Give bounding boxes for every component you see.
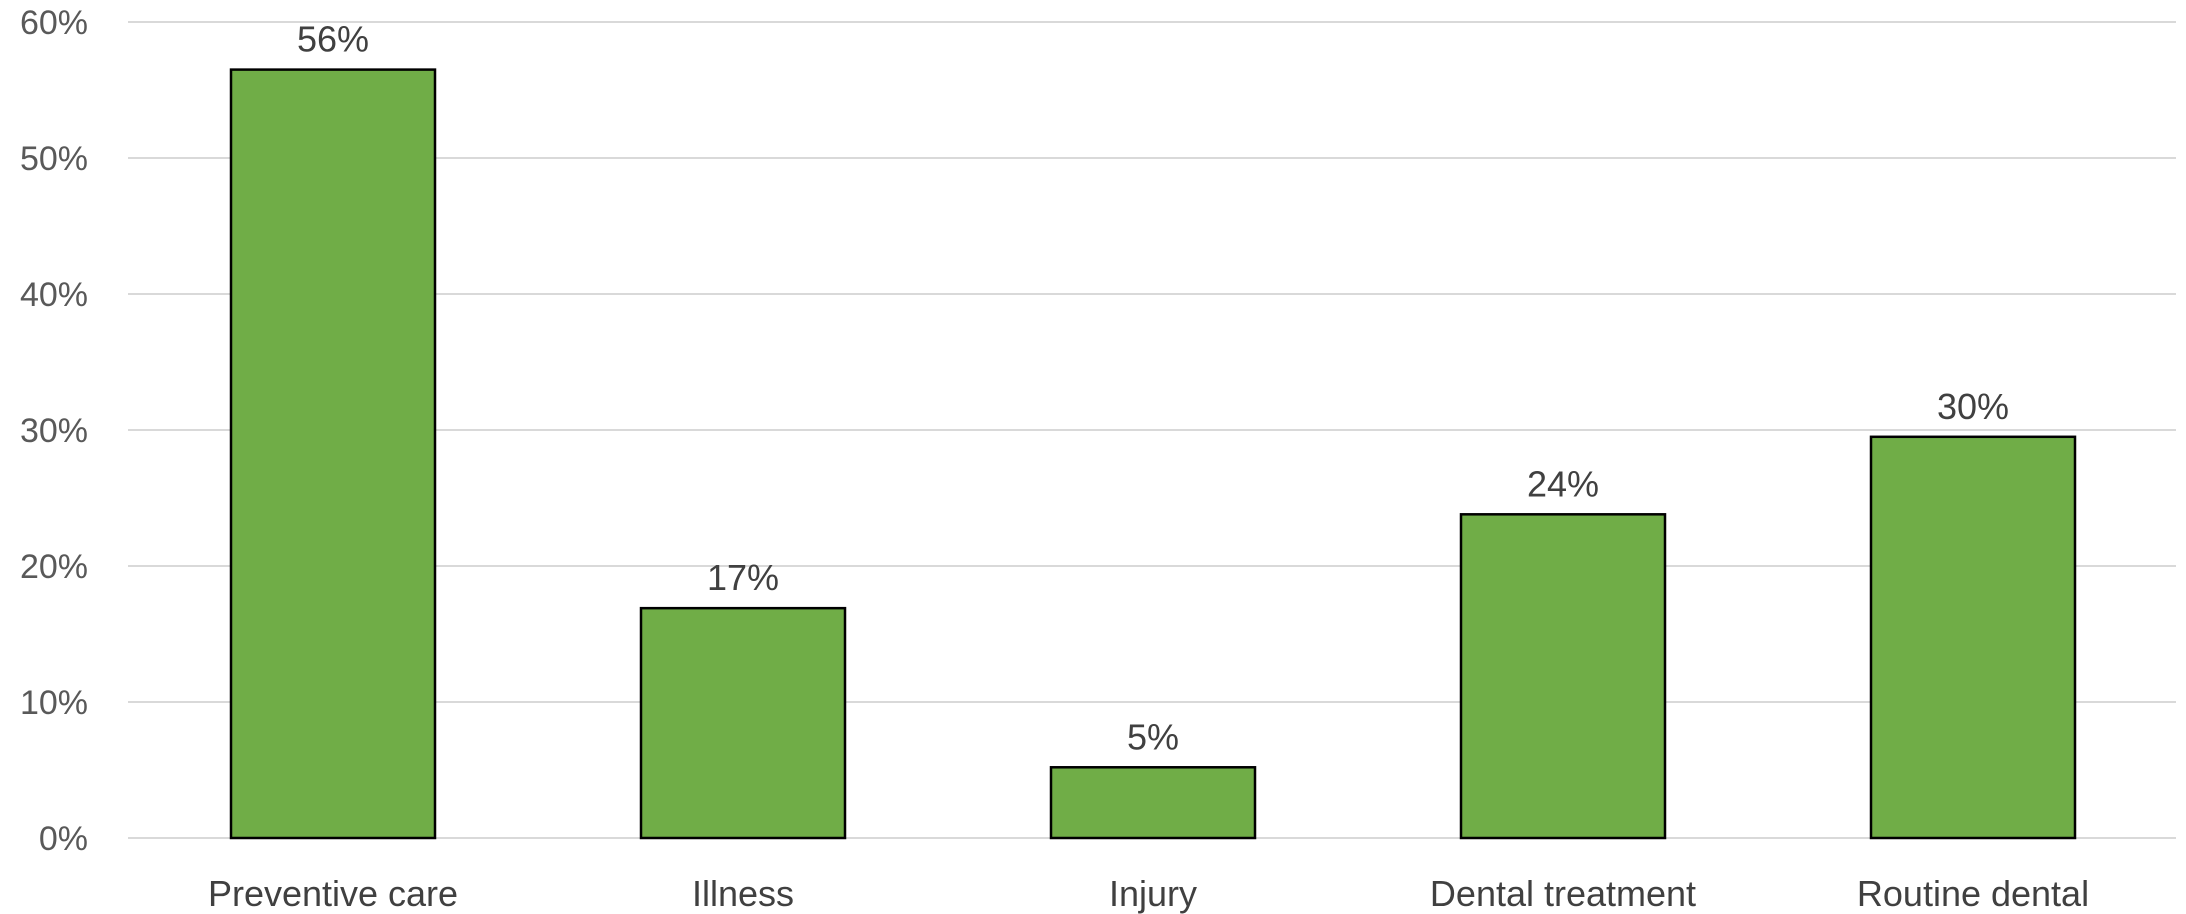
data-labels: 56% 17% 5% 24% 30% (297, 19, 2009, 758)
bars (229, 68, 2077, 840)
category-label: Preventive care (208, 873, 458, 914)
data-label: 17% (707, 557, 779, 598)
y-tick-label: 30% (20, 412, 88, 450)
gridlines (128, 21, 2176, 839)
category-label: Routine dental (1857, 873, 2089, 914)
category-labels: Preventive care Illness Injury Dental treat… (208, 873, 2089, 914)
y-tick-label: 60% (20, 4, 88, 42)
bar (1049, 766, 1257, 840)
bar (1869, 435, 2077, 840)
y-tick-label: 10% (20, 684, 88, 722)
y-tick-label: 50% (20, 140, 88, 178)
data-label: 5% (1127, 716, 1179, 757)
category-label: Illness (692, 873, 794, 914)
data-label: 56% (297, 19, 369, 60)
data-label: 30% (1937, 386, 2009, 427)
y-tick-label: 20% (20, 548, 88, 586)
y-tick-label: 40% (20, 276, 88, 314)
data-label: 24% (1527, 463, 1599, 504)
bar (639, 606, 847, 840)
category-label: Dental treatment (1430, 873, 1696, 914)
bar (229, 68, 437, 840)
bar (1459, 513, 1667, 840)
category-label: Injury (1109, 873, 1197, 914)
y-tick-label: 0% (39, 820, 88, 858)
y-axis-tick-labels: 0% 10% 20% 30% 40% 50% 60% (20, 4, 88, 858)
